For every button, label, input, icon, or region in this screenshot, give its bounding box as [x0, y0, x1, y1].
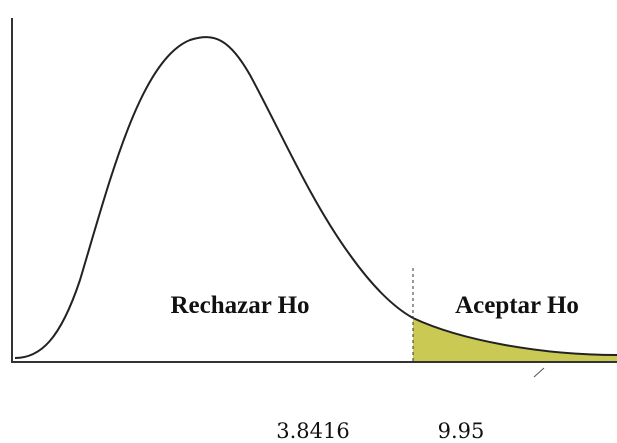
axis-label: 9.95 [438, 419, 485, 443]
density-curve [14, 36, 617, 359]
reject-label: Rechazar Ho [170, 292, 309, 319]
axis-label: 3.8416 [276, 419, 349, 443]
tick-stroke [533, 367, 545, 378]
accept-area [413, 318, 617, 362]
accept-label: Aceptar Ho [455, 292, 579, 319]
